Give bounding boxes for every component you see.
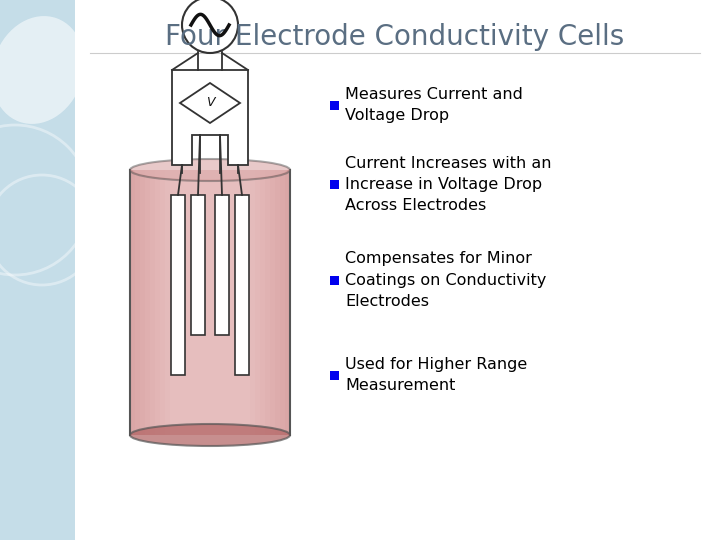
Bar [285,170,290,435]
Bar [275,170,280,435]
Text: Four Electrode Conductivity Cells: Four Electrode Conductivity Cells [166,23,625,51]
Text: V: V [206,97,215,110]
Bar [130,170,290,435]
Bar [280,170,285,435]
Bar [265,170,270,435]
Bar [165,170,170,435]
Polygon shape [180,83,240,123]
Ellipse shape [133,160,287,179]
Text: Compensates for Minor
Coatings on Conductivity
Electrodes: Compensates for Minor Coatings on Conduc… [345,252,546,308]
Bar [255,170,260,435]
Bar [171,195,185,375]
Bar [260,170,265,435]
Bar [330,100,339,110]
Bar [330,275,339,285]
Bar [235,195,249,375]
Bar [140,170,145,435]
Ellipse shape [130,424,290,446]
Text: Current Increases with an
Increase in Voltage Drop
Across Electrodes: Current Increases with an Increase in Vo… [345,156,552,213]
Bar [250,170,255,435]
Polygon shape [172,70,248,165]
Bar [160,170,165,435]
Bar [330,179,339,188]
Bar [270,170,275,435]
Ellipse shape [0,16,84,124]
Bar [215,195,229,335]
Bar [135,170,140,435]
Bar [145,170,150,435]
Text: Measures Current and
Voltage Drop: Measures Current and Voltage Drop [345,87,523,123]
Text: Used for Higher Range
Measurement: Used for Higher Range Measurement [345,357,527,393]
Ellipse shape [130,159,290,181]
Bar [0,0,75,540]
Bar [191,195,205,335]
Bar [150,170,155,435]
Bar [330,370,339,380]
Circle shape [182,0,238,53]
Bar [130,170,135,435]
Bar [155,170,160,435]
